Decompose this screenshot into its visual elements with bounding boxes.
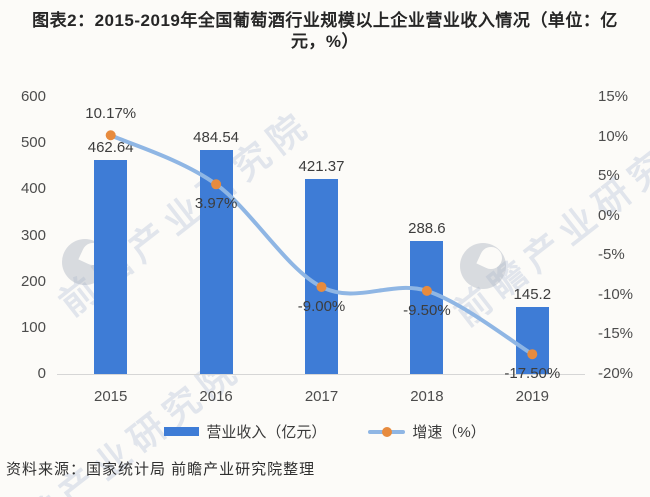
growth-value-label: -17.50% [504,365,561,383]
revenue-bar [410,240,444,374]
right-axis-tick-label: -5% [598,246,625,264]
legend-item-growth: 增速（%） [368,421,486,442]
revenue-bar [94,160,128,374]
right-axis-tick-label: 0% [598,206,620,224]
right-axis-tick-label: 10% [598,127,629,145]
growth-value-label: -9.50% [403,301,451,319]
watermark-logo-icon [460,243,506,289]
legend-item-revenue: 营业收入（亿元） [164,421,326,442]
growth-value-label: -9.00% [297,297,346,315]
revenue-value-label: 421.37 [298,158,345,176]
revenue-bar [515,306,549,374]
bar-swatch-icon [164,427,200,436]
left-axis-tick-label: 100 [20,318,46,336]
revenue-value-label: 462.64 [87,139,134,157]
growth-marker-icon [316,281,327,292]
category-axis-label: 2016 [199,388,233,405]
right-axis-tick-label: -15% [598,325,634,343]
category-axis-label: 2018 [410,388,444,405]
chart-title: 图表2：2015-2019年全国葡萄酒行业规模以上企业营业收入情况（单位：亿元，… [32,11,618,51]
revenue-bar [305,179,338,374]
legend-revenue-label: 营业收入（亿元） [206,424,327,441]
left-axis-tick-label: 200 [20,272,46,290]
left-axis-tick-label: 400 [20,180,46,198]
x-axis-line [57,374,585,375]
growth-marker-icon [211,179,222,190]
data-source-note: 资料来源：国家统计局 前瞻产业研究院整理 [6,461,316,478]
left-axis-tick-label: 0 [37,365,46,382]
revenue-value-label: 145.2 [513,285,552,303]
growth-value-label: 3.97% [194,195,238,213]
left-axis-tick-label: 500 [20,134,46,152]
right-axis-tick-label: 5% [598,167,620,185]
left-axis-tick-label: 300 [20,226,46,244]
growth-marker-icon [527,349,538,360]
growth-value-label: 10.17% [85,105,137,123]
line-swatch-icon [368,426,406,437]
category-axis-label: 2019 [515,388,549,405]
legend-growth-label: 增速（%） [412,424,486,441]
right-axis-tick-label: -10% [598,285,634,303]
left-axis-tick-label: 600 [20,88,46,105]
growth-marker-icon [421,285,432,296]
right-axis-tick-label: 15% [598,88,629,105]
right-axis-tick-label: -20% [598,365,634,382]
revenue-value-label: 484.54 [193,129,240,147]
chart-legend: 营业收入（亿元） 增速（%） [0,421,650,442]
growth-marker-icon [105,130,116,141]
line-swatch-marker-icon [382,426,393,437]
category-axis-label: 2017 [304,388,339,405]
revenue-value-label: 288.6 [408,219,446,237]
growth-line [108,133,535,357]
category-axis-label: 2015 [94,388,128,405]
